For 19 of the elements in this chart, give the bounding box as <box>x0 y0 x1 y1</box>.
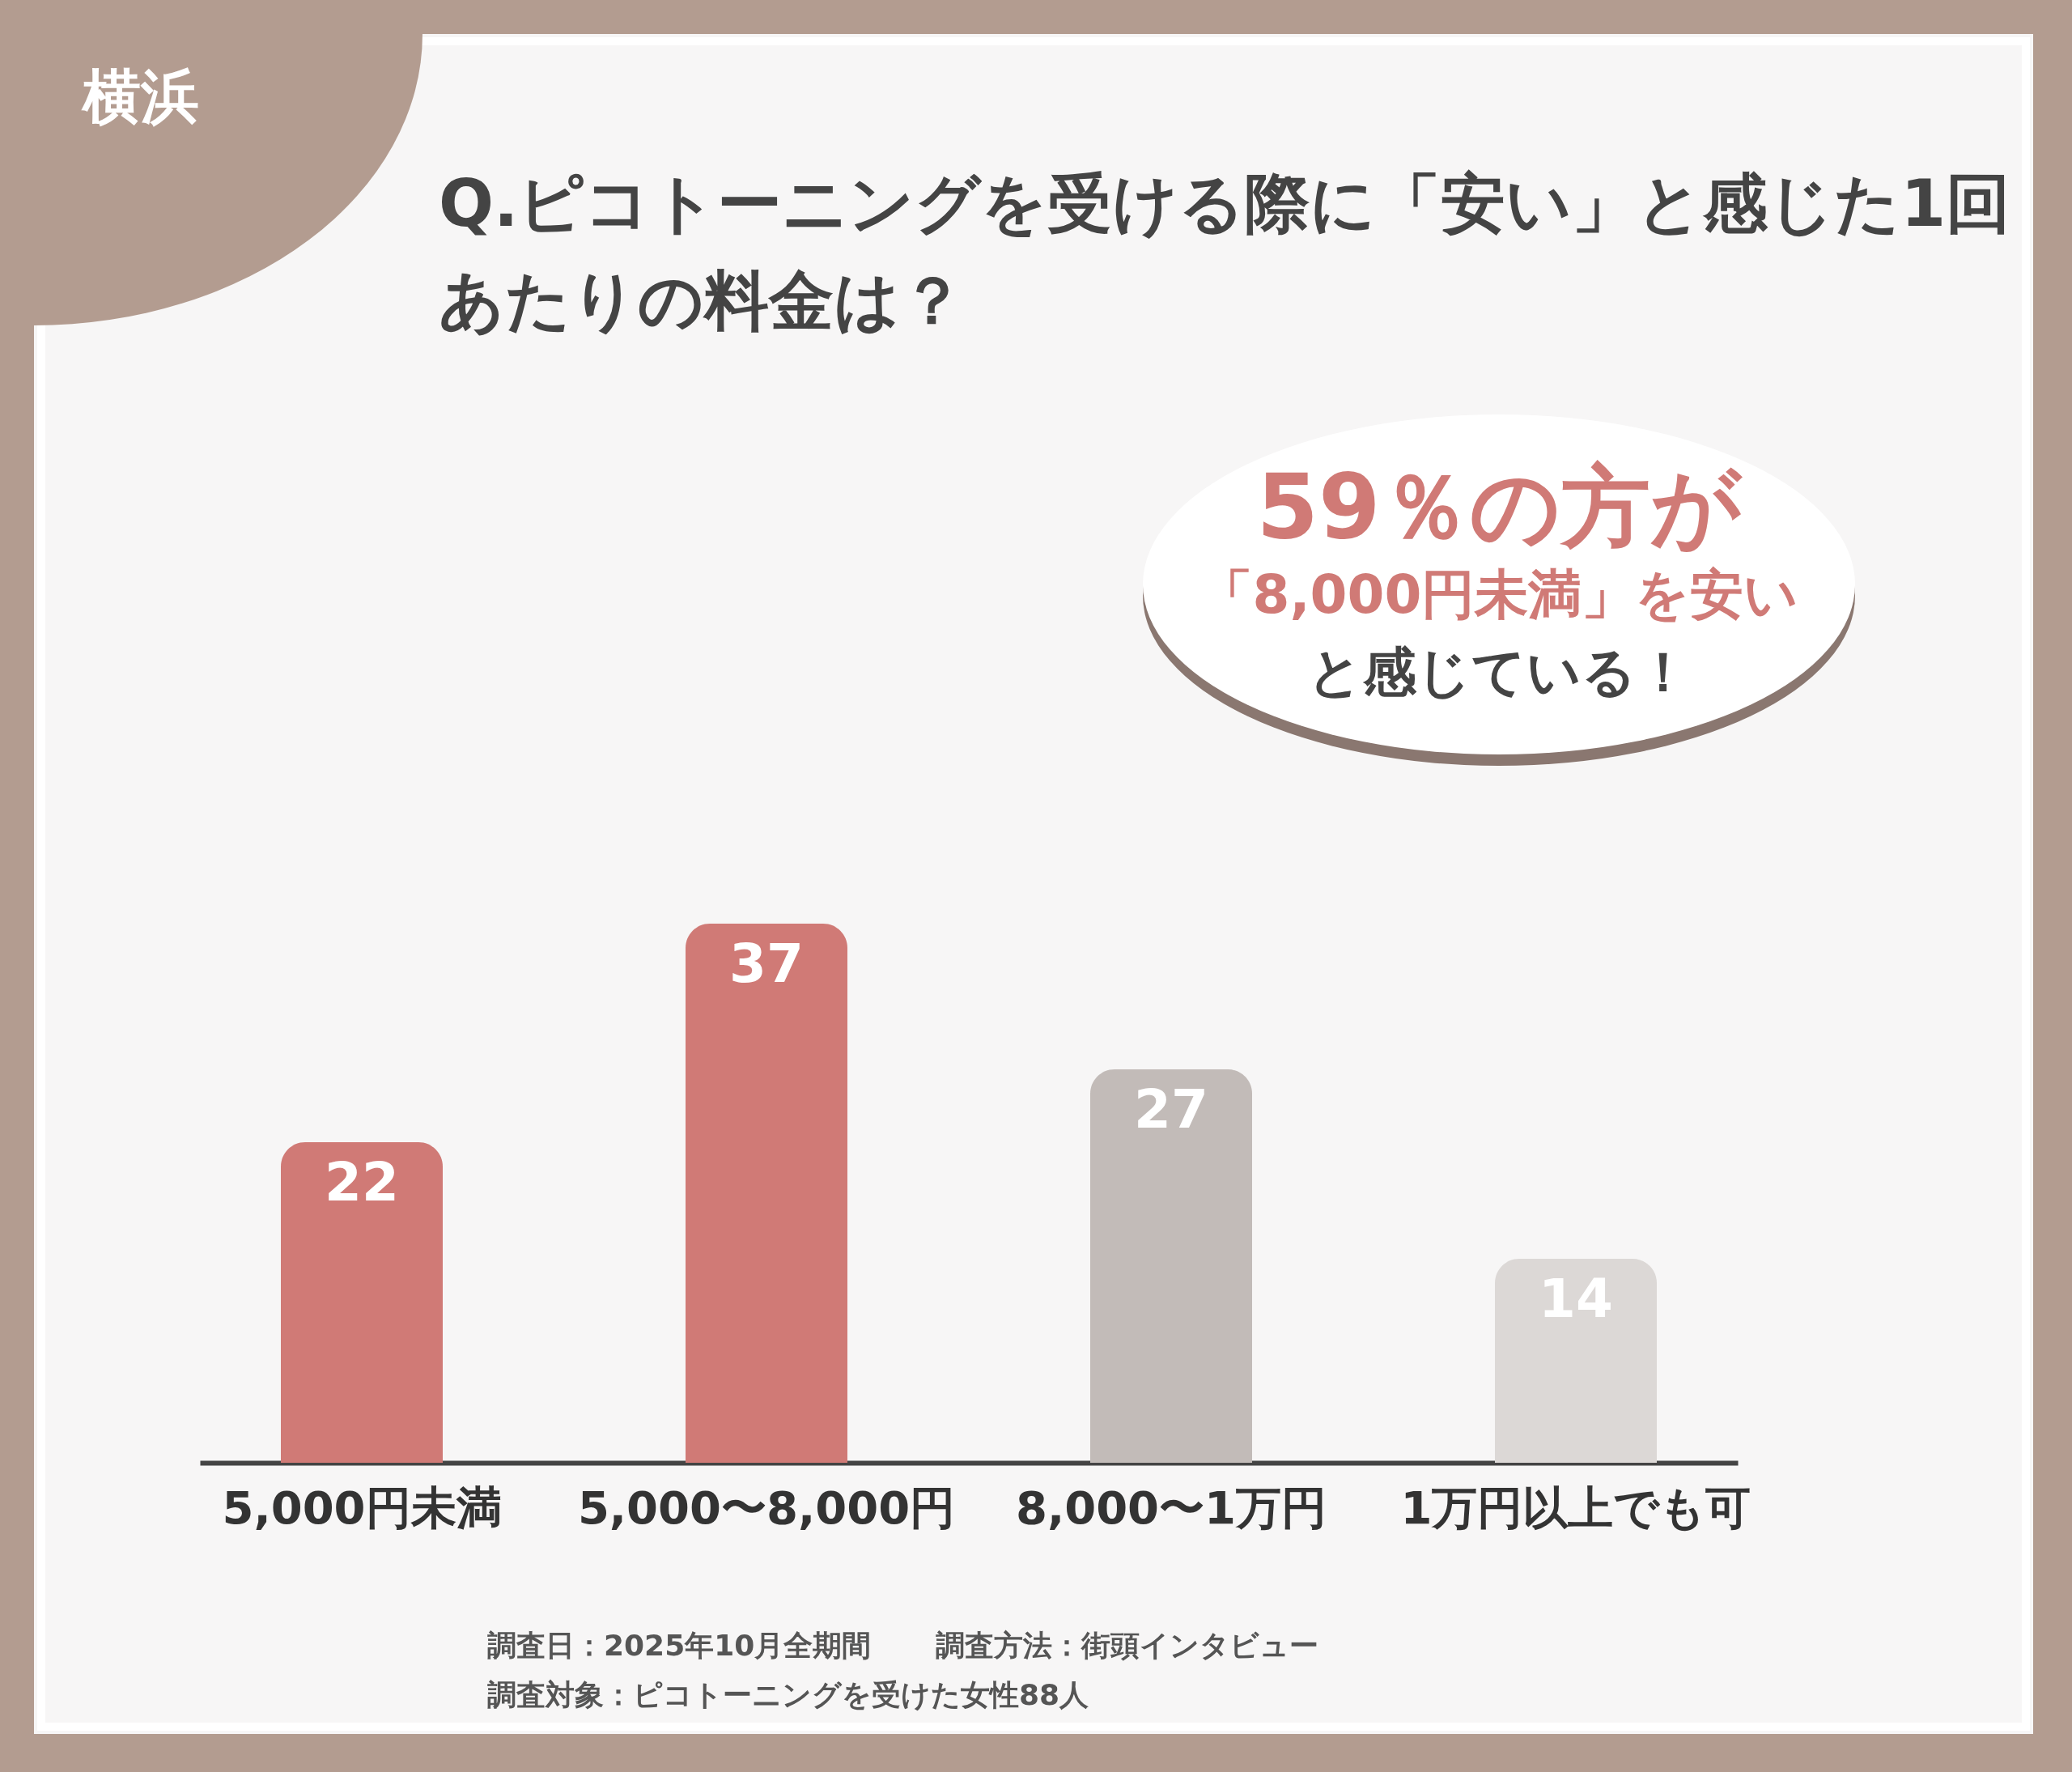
data-label: 27 <box>1134 1078 1208 1141</box>
data-label: 22 <box>325 1151 399 1213</box>
x-tick-label: 5,000〜8,000円 <box>577 1481 956 1534</box>
bar <box>1090 1069 1252 1463</box>
text: 59％の方が <box>1255 454 1743 559</box>
x-tick-label: 8,000〜1万円 <box>1015 1481 1327 1534</box>
text: 横浜 <box>34 34 422 325</box>
x-tick-label: 5,000円未満 <box>222 1481 502 1534</box>
x-tick-label: 1万円以上でも可 <box>1400 1481 1751 1534</box>
text: 「8,000円未満」を安い <box>1199 563 1799 626</box>
text: 調査対象：ピコトーニングを受けた女性88人 <box>487 1678 1089 1712</box>
text: 調査日：2025年10月全期間 <box>487 1629 872 1662</box>
text: 調査方法：街頭インタビュー <box>936 1629 1319 1662</box>
bar <box>686 924 847 1463</box>
text: と感じている！ <box>1307 640 1691 705</box>
chart-title: Q.ピコトーニングを受ける際に「安い」と感じた1回あたりの料金は？ <box>439 165 2012 340</box>
bar <box>1495 1259 1657 1463</box>
bar <box>281 1142 443 1463</box>
data-label: 37 <box>729 933 804 995</box>
